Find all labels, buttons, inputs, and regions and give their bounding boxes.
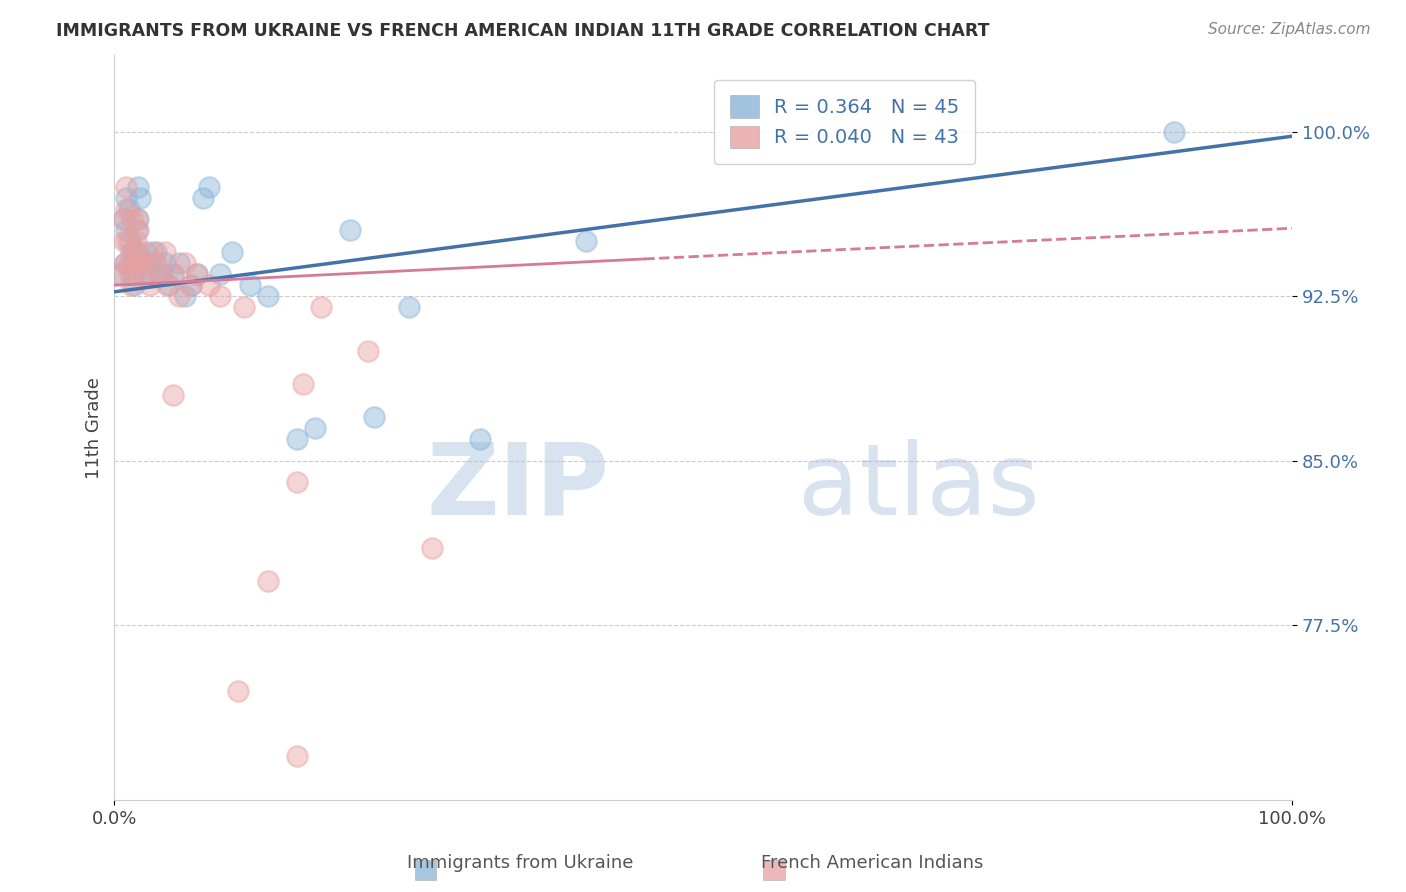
Point [148, 267, 170, 281]
Point [145, 256, 167, 270]
Point [117, 256, 139, 270]
Point [110, 267, 132, 281]
Point [139, 267, 162, 281]
Point [167, 256, 190, 270]
Point [233, 300, 256, 314]
Point [118, 235, 141, 249]
Point [115, 179, 138, 194]
Text: Source: ZipAtlas.com: Source: ZipAtlas.com [1208, 22, 1371, 37]
Point [131, 256, 153, 270]
Point [124, 278, 146, 293]
Point [153, 256, 176, 270]
Point [226, 683, 249, 698]
Point [129, 256, 152, 270]
Point [117, 202, 139, 216]
Point [117, 235, 139, 249]
Point [180, 278, 202, 293]
Point [174, 256, 197, 270]
Text: ZIP: ZIP [426, 439, 609, 536]
Point [256, 574, 278, 588]
Point [174, 289, 197, 303]
Point [162, 388, 184, 402]
Point [127, 245, 149, 260]
Point [1163, 125, 1185, 139]
Point [135, 245, 157, 260]
Point [221, 245, 243, 260]
Point [121, 256, 143, 270]
Point [356, 343, 378, 358]
Point [256, 289, 278, 303]
Point [124, 256, 146, 270]
Point [153, 245, 176, 260]
Point [167, 289, 190, 303]
Point [186, 267, 208, 281]
Point [468, 432, 491, 446]
Point [197, 179, 219, 194]
Point [197, 278, 219, 293]
Point [122, 267, 145, 281]
Y-axis label: 11th Grade: 11th Grade [86, 376, 103, 479]
Point [285, 749, 308, 764]
Point [209, 267, 232, 281]
Point [118, 267, 141, 281]
Point [125, 223, 148, 237]
Point [129, 191, 152, 205]
Point [209, 289, 232, 303]
Point [156, 278, 179, 293]
Point [115, 223, 138, 237]
Legend: R = 0.364   N = 45, R = 0.040   N = 43: R = 0.364 N = 45, R = 0.040 N = 43 [714, 79, 976, 163]
Point [191, 191, 214, 205]
Point [132, 267, 155, 281]
Text: French American Indians: French American Indians [761, 855, 983, 872]
Point [111, 212, 134, 227]
Text: IMMIGRANTS FROM UKRAINE VS FRENCH AMERICAN INDIAN 11TH GRADE CORRELATION CHART: IMMIGRANTS FROM UKRAINE VS FRENCH AMERIC… [56, 22, 990, 40]
Point [180, 278, 202, 293]
Point [127, 212, 149, 227]
Point [145, 245, 167, 260]
Point [574, 235, 596, 249]
Point [162, 267, 184, 281]
Point [304, 420, 326, 434]
Point [139, 278, 162, 293]
Point [239, 278, 262, 293]
Point [142, 256, 165, 270]
Point [122, 245, 145, 260]
Point [112, 235, 135, 249]
Point [120, 278, 142, 293]
Text: Immigrants from Ukraine: Immigrants from Ukraine [406, 855, 634, 872]
Point [110, 267, 132, 281]
Point [285, 475, 308, 490]
Point [291, 376, 314, 391]
Point [162, 267, 184, 281]
Point [422, 541, 444, 556]
Point [339, 223, 361, 237]
Point [124, 235, 146, 249]
Point [186, 267, 208, 281]
Point [363, 409, 385, 424]
Point [135, 256, 157, 270]
Point [121, 212, 143, 227]
Point [285, 432, 308, 446]
Point [115, 191, 138, 205]
Point [127, 223, 149, 237]
Point [120, 245, 142, 260]
Point [114, 256, 136, 270]
Point [309, 300, 332, 314]
Point [150, 267, 173, 281]
Point [124, 245, 146, 260]
Point [157, 278, 180, 293]
Text: atlas: atlas [797, 439, 1039, 536]
Point [114, 256, 136, 270]
Point [112, 212, 135, 227]
Point [125, 212, 148, 227]
Point [398, 300, 420, 314]
Point [115, 202, 138, 216]
Point [132, 267, 155, 281]
Point [142, 245, 165, 260]
Point [127, 179, 149, 194]
Point [150, 267, 173, 281]
